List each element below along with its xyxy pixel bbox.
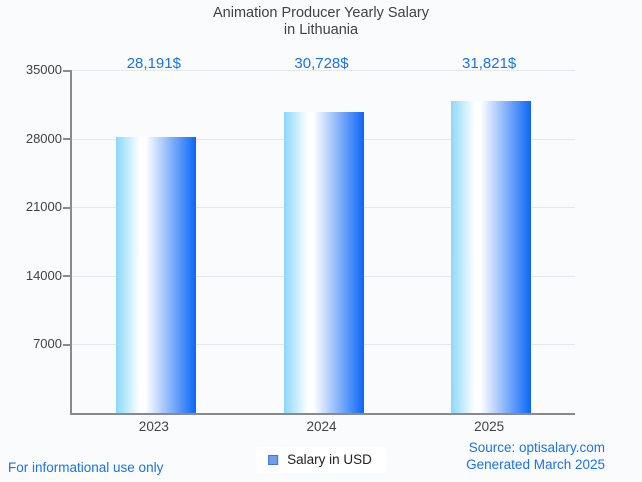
x-axis-label: 2023	[138, 419, 169, 434]
bar-2025[interactable]	[451, 101, 532, 413]
x-axis-label: 2024	[306, 419, 337, 434]
y-axis-tick	[63, 69, 70, 72]
plot-area	[63, 69, 575, 415]
y-axis-label: 14000	[25, 267, 62, 283]
generated-date: Generated March 2025	[466, 457, 605, 472]
disclaimer-text: For informational use only	[8, 460, 164, 475]
y-axis-label: 7000	[33, 336, 62, 352]
chart-title-line2: in Lithuania	[283, 22, 359, 38]
source-link[interactable]: Source: optisalary.com	[468, 440, 605, 455]
x-axis-label: 2025	[474, 419, 505, 434]
y-axis-tick	[63, 343, 70, 346]
bar-2023[interactable]	[115, 136, 196, 413]
bar-value-label: 30,728$	[294, 55, 349, 72]
bar-2024[interactable]	[283, 111, 364, 413]
legend-label: Salary in USD	[287, 452, 372, 467]
chart-title-line1: Animation Producer Yearly Salary	[212, 5, 429, 21]
bar-value-label: 28,191$	[126, 55, 181, 72]
y-axis-label: 21000	[25, 199, 62, 215]
y-axis-tick	[63, 275, 70, 278]
legend-marker-icon	[268, 455, 279, 465]
y-axis-tick	[63, 138, 70, 141]
y-axis-label: 35000	[25, 62, 62, 77]
chart-title: Animation Producer Yearly Salary in Lith…	[0, 5, 642, 39]
gridline	[72, 70, 575, 71]
source-block: Source: optisalary.com Generated March 2…	[466, 439, 605, 473]
y-axis-tick	[63, 206, 70, 209]
bar-value-label: 31,821$	[462, 55, 517, 72]
legend[interactable]: Salary in USD	[256, 447, 386, 473]
y-axis-label: 28000	[25, 130, 62, 146]
